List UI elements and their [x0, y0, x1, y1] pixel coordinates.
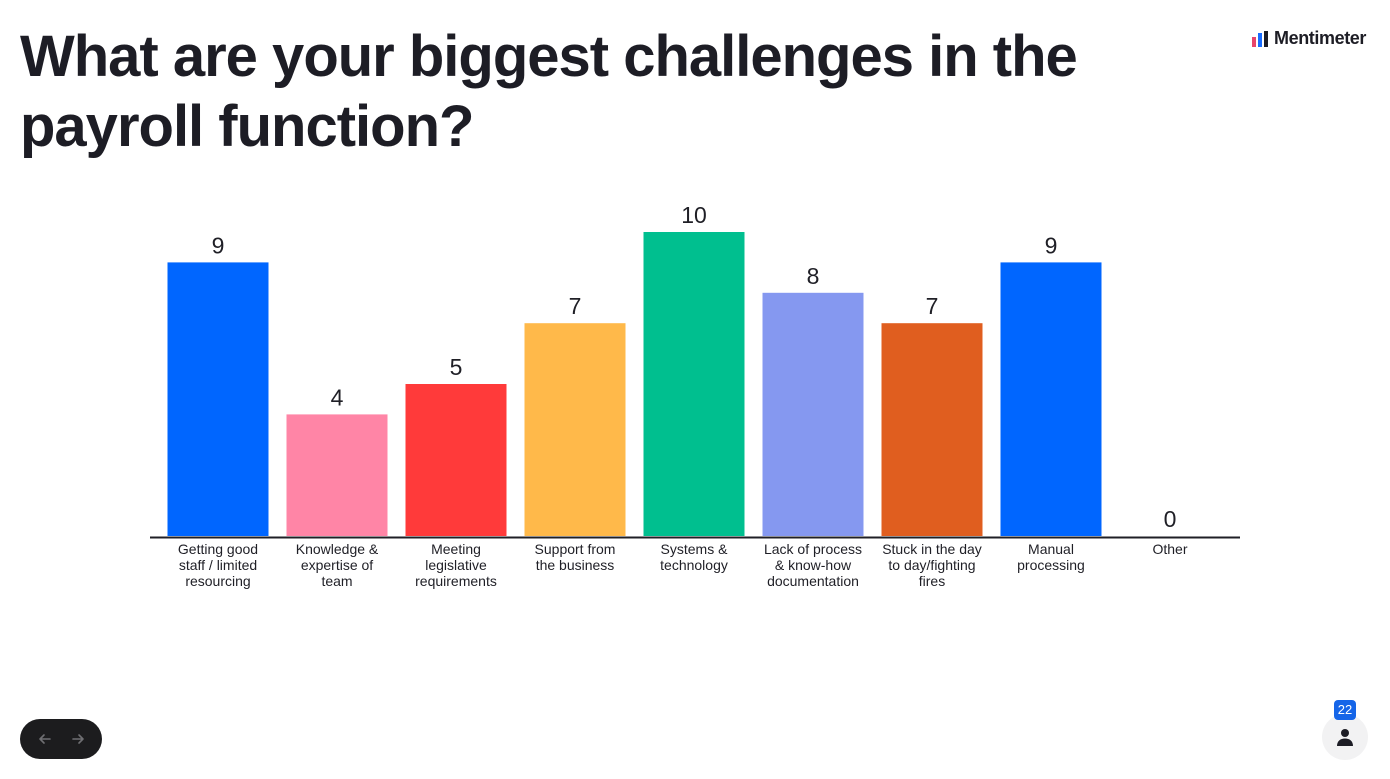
bar-value-label: 5	[450, 354, 463, 380]
category-label: Lack of process & know-how documentation	[764, 541, 862, 589]
bar-value-label: 7	[926, 293, 939, 319]
category-label: Meeting legislative requirements	[415, 541, 497, 589]
category-label: Systems & technology	[660, 541, 728, 573]
bar-value-label: 0	[1164, 506, 1177, 532]
arrow-right-icon	[71, 734, 84, 744]
brand-name: Mentimeter	[1274, 28, 1367, 48]
bar	[167, 262, 269, 536]
category-label: Getting good staff / limited resourcing	[178, 541, 258, 589]
bar	[762, 292, 864, 536]
page-title: What are your biggest challenges in the …	[20, 24, 1078, 159]
bar-value-label: 9	[212, 232, 225, 258]
category-label: Manual processing	[1017, 541, 1085, 573]
bar-value-label: 8	[807, 263, 820, 289]
bar	[643, 232, 745, 536]
category-label: Support from the business	[535, 541, 616, 573]
bar	[286, 414, 388, 536]
slide-navigation	[20, 719, 102, 759]
bar-value-label: 10	[681, 202, 707, 228]
previous-slide-button[interactable]	[35, 729, 55, 749]
bar	[881, 323, 983, 536]
brand: Mentimeter	[1252, 28, 1366, 49]
mentimeter-logo-icon	[1252, 30, 1268, 47]
participant-count-badge: 22	[1334, 700, 1356, 720]
bar	[405, 384, 507, 536]
bar	[524, 323, 626, 536]
next-slide-button[interactable]	[68, 729, 88, 749]
bar-value-label: 9	[1045, 232, 1058, 258]
category-label: Knowledge & expertise of team	[296, 541, 379, 589]
bar-value-label: 7	[569, 293, 582, 319]
arrow-left-icon	[38, 734, 51, 744]
bar-value-label: 4	[331, 384, 344, 410]
participants-button[interactable]	[1322, 714, 1368, 760]
person-icon	[1337, 729, 1353, 746]
bar	[1000, 262, 1102, 536]
category-label: Other	[1152, 541, 1187, 557]
category-label: Stuck in the day to day/fighting fires	[882, 541, 982, 589]
